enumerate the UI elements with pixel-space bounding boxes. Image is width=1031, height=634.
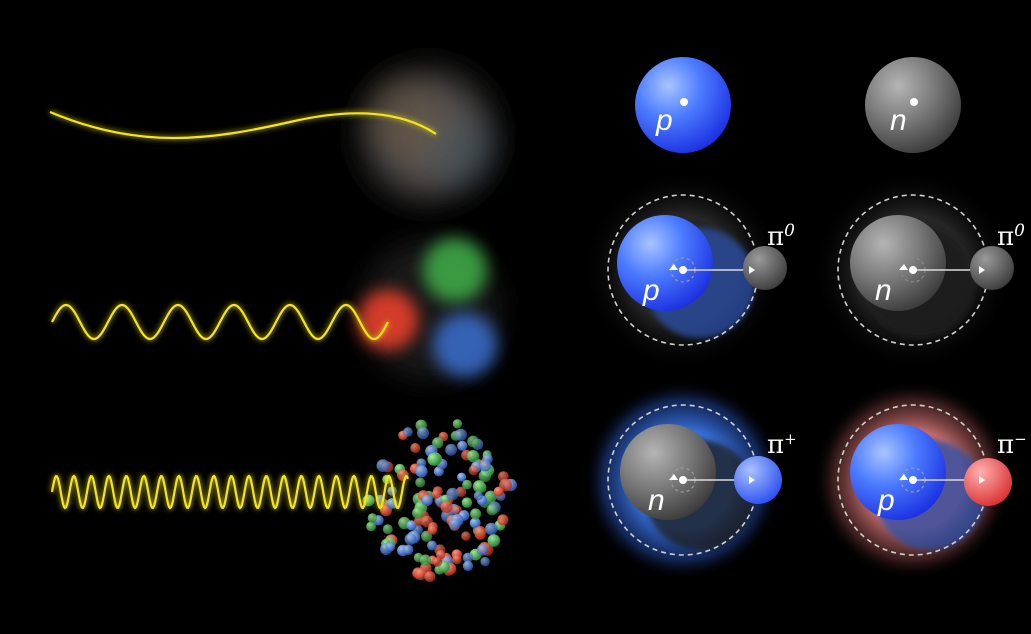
parton [452, 505, 462, 516]
parton [487, 534, 501, 547]
parton [445, 443, 457, 456]
high-resolution-probe-row [50, 419, 517, 582]
parton [497, 514, 509, 526]
parton [461, 497, 473, 508]
parton [452, 554, 462, 565]
parton [427, 540, 437, 551]
neutron-label: n [648, 484, 665, 517]
neutron-label: n [890, 104, 907, 137]
parton [454, 428, 467, 441]
parton [421, 494, 433, 506]
proton-pi-zero-cloud: p π0 [583, 170, 795, 370]
parton [414, 568, 427, 581]
pi-zero-label: π0 [767, 221, 795, 252]
parton [382, 524, 393, 535]
parton [473, 491, 483, 501]
parton [376, 459, 390, 472]
parton [432, 557, 443, 567]
parton [462, 479, 472, 490]
parton [440, 500, 453, 513]
parton [484, 490, 497, 503]
parton [436, 550, 446, 560]
parton [415, 465, 428, 478]
parton [486, 504, 498, 516]
parton [480, 556, 490, 567]
parton [470, 508, 482, 520]
parton [366, 521, 376, 532]
neutron-pi-zero-cloud: n π0 [813, 170, 1025, 370]
neutron-pi-plus-cloud: n π+ [583, 380, 797, 580]
parton [431, 489, 441, 499]
parton [427, 525, 438, 535]
parton [427, 452, 441, 466]
red-quark [358, 290, 418, 350]
proton-label: p [877, 484, 895, 517]
parton [446, 487, 459, 501]
parton [397, 469, 409, 481]
parton [467, 450, 480, 463]
proton-pi-minus-cloud: p π− [813, 380, 1027, 580]
bare-neutron: n [865, 57, 961, 153]
parton [403, 427, 413, 437]
parton [385, 542, 396, 552]
long-wavelength-wave [49, 110, 437, 140]
parton [462, 552, 473, 563]
parton [410, 443, 421, 453]
proton-label: p [642, 274, 660, 307]
parton [417, 427, 429, 440]
parton [467, 435, 479, 448]
parton [462, 560, 474, 572]
parton [476, 544, 489, 556]
bare-proton: p [635, 57, 731, 153]
pi-minus-label: π− [997, 430, 1027, 460]
short-wavelength-wave [50, 474, 410, 510]
pi-zero-label: π0 [997, 221, 1025, 252]
parton [412, 507, 424, 519]
parton [419, 554, 431, 566]
parton [415, 477, 426, 488]
neutron-label: n [875, 274, 892, 307]
parton [452, 419, 463, 429]
parton [468, 465, 479, 476]
medium-wavelength-wave [51, 303, 389, 341]
proton-label: p [655, 104, 673, 137]
parton [474, 526, 487, 538]
blue-quark [433, 313, 497, 377]
parton [432, 437, 444, 449]
pi-plus-label: π+ [767, 430, 797, 460]
parton [485, 522, 498, 536]
low-resolution-probe-row [49, 50, 513, 220]
parton [448, 518, 461, 531]
parton [457, 440, 468, 451]
parton [424, 571, 436, 582]
parton [479, 460, 491, 472]
medium-resolution-probe-row [51, 238, 500, 380]
parton [406, 520, 417, 531]
parton [457, 472, 467, 482]
parton [404, 533, 417, 545]
parton [472, 480, 486, 493]
parton [367, 513, 378, 523]
parton [403, 544, 414, 555]
parton-sea [362, 419, 517, 582]
parton [493, 486, 504, 497]
green-quark [423, 238, 487, 302]
parton [469, 517, 481, 529]
parton [478, 469, 491, 483]
parton [461, 531, 471, 541]
